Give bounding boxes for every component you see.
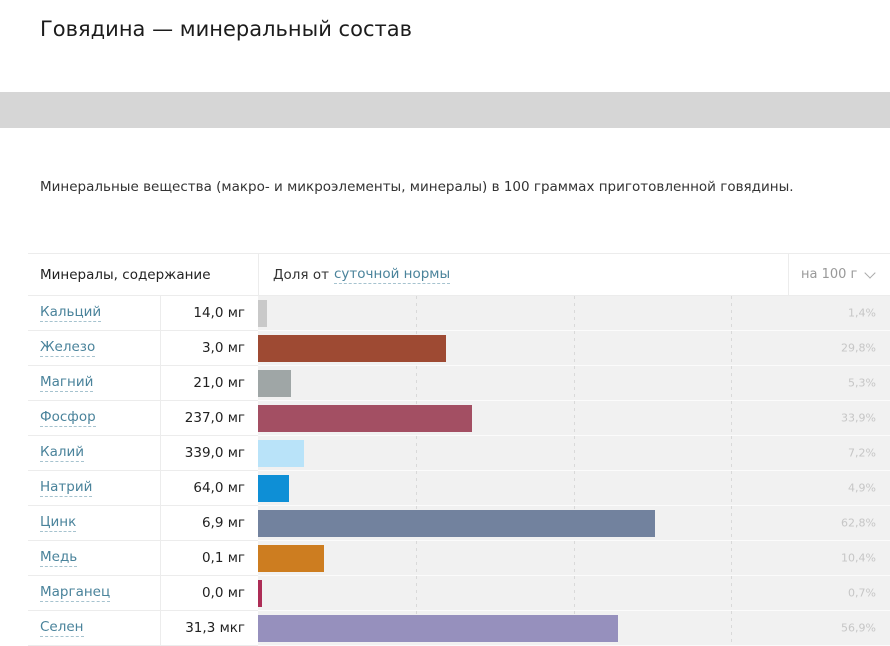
mineral-link-zinc[interactable]: Цинк <box>40 514 77 532</box>
mineral-link-iron[interactable]: Железо <box>40 339 96 357</box>
percent-label: 1,4% <box>848 306 876 320</box>
percent-label: 62,8% <box>841 516 876 530</box>
mineral-amount: 339,0 мг <box>161 436 258 471</box>
unit-selector[interactable]: на 100 г <box>788 254 890 295</box>
table-header-row: Минералы, содержание Доля от суточной но… <box>28 253 890 296</box>
mineral-link-magnesium[interactable]: Магний <box>40 374 94 392</box>
header-minerals-content: Минералы, содержание <box>40 266 211 283</box>
bar-track: 62,8% <box>258 506 890 541</box>
bar <box>258 369 292 397</box>
header-daily-share-prefix: Доля от <box>273 266 329 283</box>
percent-label: 4,9% <box>848 481 876 495</box>
bar <box>258 439 304 467</box>
mineral-amount: 14,0 мг <box>161 296 258 331</box>
bar-track: 4,9% <box>258 471 890 506</box>
table-row: Фосфор 237,0 мг 33,9% <box>28 401 890 436</box>
percent-label: 5,3% <box>848 376 876 390</box>
minerals-table: Минералы, содержание Доля от суточной но… <box>28 253 890 646</box>
percent-label: 7,2% <box>848 446 876 460</box>
mineral-amount: 0,0 мг <box>161 576 258 611</box>
mineral-amount: 21,0 мг <box>161 366 258 401</box>
mineral-link-phosphorus[interactable]: Фосфор <box>40 409 96 427</box>
bar-track: 10,4% <box>258 541 890 576</box>
page-title: Говядина — минеральный состав <box>40 17 412 41</box>
bar <box>258 404 473 432</box>
table-row: Цинк 6,9 мг 62,8% <box>28 506 890 541</box>
bar-track: 5,3% <box>258 366 890 401</box>
mineral-link-sodium[interactable]: Натрий <box>40 479 93 497</box>
mineral-link-selenium[interactable]: Селен <box>40 619 84 637</box>
bar-track: 56,9% <box>258 611 890 646</box>
bar <box>258 509 655 537</box>
percent-label: 10,4% <box>841 551 876 565</box>
bar-track: 7,2% <box>258 436 890 471</box>
table-row: Кальций 14,0 мг 1,4% <box>28 296 890 331</box>
table-row: Медь 0,1 мг 10,4% <box>28 541 890 576</box>
daily-norm-link[interactable]: суточной нормы <box>333 265 451 284</box>
bar <box>258 614 618 642</box>
mineral-link-potassium[interactable]: Калий <box>40 444 85 462</box>
mineral-amount: 31,3 мкг <box>161 611 258 646</box>
bar-track: 0,7% <box>258 576 890 611</box>
table-row: Марганец 0,0 мг 0,7% <box>28 576 890 611</box>
table-row: Железо 3,0 мг 29,8% <box>28 331 890 366</box>
bar <box>258 579 263 607</box>
bar <box>258 544 324 572</box>
bar-track: 33,9% <box>258 401 890 436</box>
mineral-amount: 3,0 мг <box>161 331 258 366</box>
unit-label: на 100 г <box>801 267 858 282</box>
chevron-down-icon <box>864 266 877 279</box>
bar <box>258 474 289 502</box>
mineral-amount: 0,1 мг <box>161 541 258 576</box>
bar-track: 1,4% <box>258 296 890 331</box>
mineral-amount: 237,0 мг <box>161 401 258 436</box>
bar <box>258 334 447 362</box>
bar-track: 29,8% <box>258 331 890 366</box>
mineral-amount: 64,0 мг <box>161 471 258 506</box>
page-description: Минеральные вещества (макро- и микроэлем… <box>40 179 794 195</box>
mineral-link-calcium[interactable]: Кальций <box>40 304 102 322</box>
table-row: Калий 339,0 мг 7,2% <box>28 436 890 471</box>
percent-label: 0,7% <box>848 586 876 600</box>
table-row: Селен 31,3 мкг 56,9% <box>28 611 890 646</box>
mineral-amount: 6,9 мг <box>161 506 258 541</box>
percent-label: 56,9% <box>841 621 876 635</box>
percent-label: 29,8% <box>841 341 876 355</box>
percent-label: 33,9% <box>841 411 876 425</box>
header-daily-share: Доля от суточной нормы <box>258 254 788 295</box>
mineral-link-manganese[interactable]: Марганец <box>40 584 111 602</box>
banner-placeholder <box>0 92 890 128</box>
bar <box>258 299 267 327</box>
table-row: Магний 21,0 мг 5,3% <box>28 366 890 401</box>
mineral-link-copper[interactable]: Медь <box>40 549 78 567</box>
table-row: Натрий 64,0 мг 4,9% <box>28 471 890 506</box>
